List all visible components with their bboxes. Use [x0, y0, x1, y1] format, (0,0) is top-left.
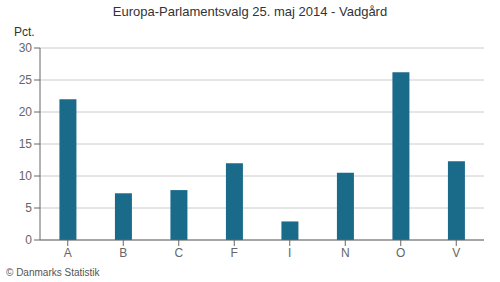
svg-text:20: 20 — [19, 105, 33, 119]
svg-text:25: 25 — [19, 73, 33, 87]
html-text:Europa-Parlamentsvalg 25. maj: Europa-Parlamentsvalg 25. maj 2014 - Vad… — [112, 4, 388, 19]
svg-text:O: O — [396, 246, 405, 260]
svg-text:0: 0 — [25, 233, 32, 247]
svg-text:F: F — [231, 246, 238, 260]
svg-text:10: 10 — [19, 169, 33, 183]
svg-text:A: A — [64, 246, 72, 260]
svg-text:5: 5 — [25, 201, 32, 215]
html-text:Pct.: Pct. — [14, 25, 35, 39]
svg-text:V: V — [452, 246, 460, 260]
html-text:© Danmarks Statistik: © Danmarks Statistik — [6, 267, 100, 278]
svg-text:I: I — [288, 246, 291, 260]
svg-text:15: 15 — [19, 137, 33, 151]
svg-text:B: B — [119, 246, 127, 260]
svg-text:30: 30 — [19, 41, 33, 55]
svg-text:N: N — [341, 246, 350, 260]
svg-text:C: C — [174, 246, 183, 260]
